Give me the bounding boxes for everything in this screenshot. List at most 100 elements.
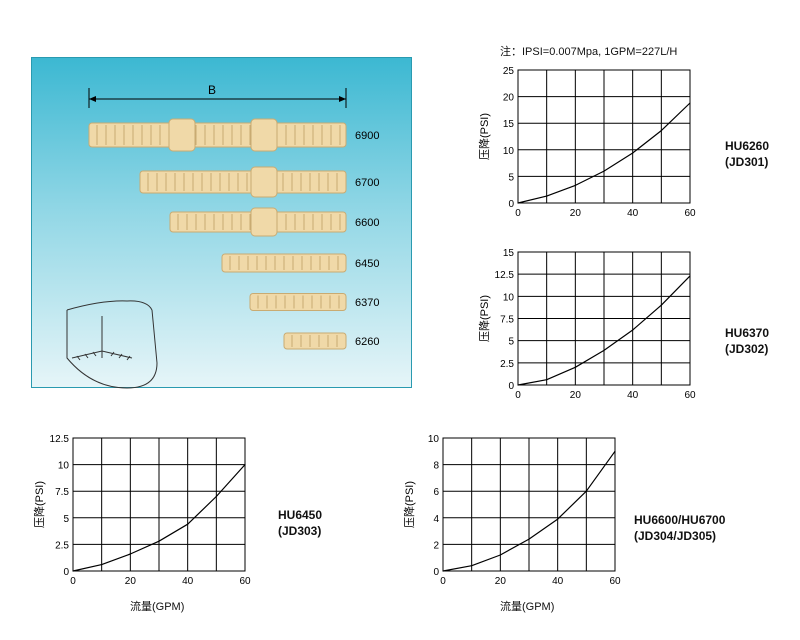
x-tick-label: 20 [125, 576, 137, 587]
chart-hu6450-xlabel: 流量(GPM) [130, 601, 185, 613]
curve-point [72, 570, 74, 572]
y-tick-label: 10 [428, 434, 440, 445]
curve-point [101, 564, 103, 566]
curve-point [244, 464, 246, 466]
chart-hu6260: 0 5 10 15 20 25 0 20 40 60 压降(PSI) [475, 60, 705, 225]
chart-hu6600-model: HU6600/HU6700 (JD304/JD305) [634, 512, 725, 544]
chart-hu6600-xlabel: 流量(GPM) [500, 601, 555, 613]
nozzle-6700 [139, 166, 347, 198]
curve-point [546, 195, 548, 197]
nozzle-6450 [221, 253, 347, 273]
plot-frame [442, 437, 616, 572]
chart-hu6450-svg: 0 2.5 5 7.5 10 12.5 0 20 40 60 压降(PSI) [32, 434, 251, 587]
y-tick-label: 2.5 [500, 359, 514, 370]
curve-point [158, 540, 160, 542]
curve-point [528, 538, 530, 540]
y-tick-label: 15 [503, 119, 515, 130]
y-tick-label: 0 [508, 381, 514, 392]
curve-point [660, 304, 662, 306]
tank-sketch-icon [66, 300, 158, 389]
chart-hu6260-svg: 0 5 10 15 20 25 0 20 40 60 压降(PSI) [477, 66, 696, 219]
model-number-label: 6900 [355, 130, 379, 142]
nozzle-illustration: B 6900 6700 6600 6450 6370 6260 [66, 83, 379, 389]
curve-point [517, 202, 519, 204]
y-tick-label: 4 [433, 514, 439, 525]
x-tick-label: 40 [627, 208, 639, 219]
product-photo-panel: B 6900 6700 6600 6450 6370 6260 [31, 57, 412, 389]
chart-hu6450: 0 2.5 5 7.5 10 12.5 0 20 40 60 压降(PSI) [30, 428, 260, 593]
y-tick-label: 10 [503, 146, 515, 157]
x-tick-label: 40 [627, 390, 639, 401]
y-tick-label: 5 [63, 514, 69, 525]
model-code: HU6600/HU6700 [634, 513, 726, 527]
chart-hu6260-model: HU6260 (JD301) [725, 138, 769, 170]
y-tick-label: 2 [433, 540, 439, 551]
curve-point [603, 170, 605, 172]
plot-frame [517, 69, 691, 204]
nozzle-6260 [283, 332, 347, 350]
y-tick-label: 7.5 [500, 315, 514, 326]
y-tick-label: 25 [503, 66, 515, 77]
model-number-label: 6260 [355, 336, 379, 348]
model-number-label: 6370 [355, 297, 379, 309]
y-tick-label: 0 [508, 199, 514, 210]
curve-point [689, 102, 691, 104]
y-axis-label: 压降(PSI) [402, 481, 416, 528]
chart-hu6370-svg: 0 2.5 5 7.5 10 12.5 15 0 20 40 60 压降(PSI) [477, 248, 696, 401]
x-tick-label: 20 [570, 208, 582, 219]
curve-point [660, 130, 662, 132]
curve-point [574, 366, 576, 368]
nozzle-group: 6900 6700 6600 6450 6370 6260 [88, 118, 379, 350]
y-tick-label: 5 [508, 337, 514, 348]
y-tick-label: 0 [63, 567, 69, 578]
chart-hu6370-model: HU6370 (JD302) [725, 325, 769, 357]
y-tick-label: 2.5 [55, 540, 69, 551]
curve-point [585, 490, 587, 492]
nozzle-6900 [88, 118, 347, 152]
x-tick-label: 20 [495, 576, 507, 587]
x-tick-label: 40 [552, 576, 564, 587]
y-tick-label: 7.5 [55, 487, 69, 498]
curve-point [517, 384, 519, 386]
curve-point [557, 518, 559, 520]
y-axis-label: 压降(PSI) [32, 481, 46, 528]
x-tick-label: 0 [440, 576, 446, 587]
model-alias: (JD301) [725, 155, 769, 169]
model-number-label: 6450 [355, 258, 379, 270]
curve-point [632, 329, 634, 331]
x-tick-label: 60 [684, 390, 696, 401]
curve-point [187, 523, 189, 525]
y-tick-label: 6 [433, 487, 439, 498]
chart-hu6600-svg: 0 2 4 6 8 10 0 20 40 60 压降(PSI) [402, 434, 621, 587]
curve-point [442, 570, 444, 572]
y-tick-label: 5 [508, 172, 514, 183]
y-axis-label: 压降(PSI) [477, 113, 491, 160]
curve-point [129, 553, 131, 555]
chart-hu6450-model: HU6450 (JD303) [278, 507, 322, 539]
model-code: HU6370 [725, 326, 770, 340]
curve-point [689, 275, 691, 277]
curve-point [471, 565, 473, 567]
y-tick-label: 10 [58, 461, 70, 472]
unit-note: 注：IPSI=0.007Mpa, 1GPM=227L/H [500, 46, 678, 58]
model-code: HU6260 [725, 139, 770, 153]
chart-hu6370: 0 2.5 5 7.5 10 12.5 15 0 20 40 60 压降(PSI) [475, 242, 705, 407]
model-alias: (JD302) [725, 342, 769, 356]
x-tick-label: 20 [570, 390, 582, 401]
y-tick-label: 0 [433, 567, 439, 578]
dimension-arrow-left [89, 96, 96, 102]
plot-frame [72, 437, 246, 572]
chart-hu6600: 0 2 4 6 8 10 0 20 40 60 压降(PSI) [400, 428, 630, 593]
x-tick-label: 60 [684, 208, 696, 219]
model-alias: (JD303) [278, 524, 322, 538]
curve-point [215, 495, 217, 498]
y-tick-label: 10 [503, 292, 515, 303]
y-tick-label: 15 [503, 248, 515, 259]
curve-point [603, 349, 605, 352]
x-tick-label: 0 [515, 390, 521, 401]
curve-point [632, 152, 634, 154]
x-tick-label: 40 [182, 576, 194, 587]
plot-frame [517, 251, 691, 386]
y-axis-label: 压降(PSI) [477, 295, 491, 342]
nozzle-6600 [169, 207, 347, 237]
